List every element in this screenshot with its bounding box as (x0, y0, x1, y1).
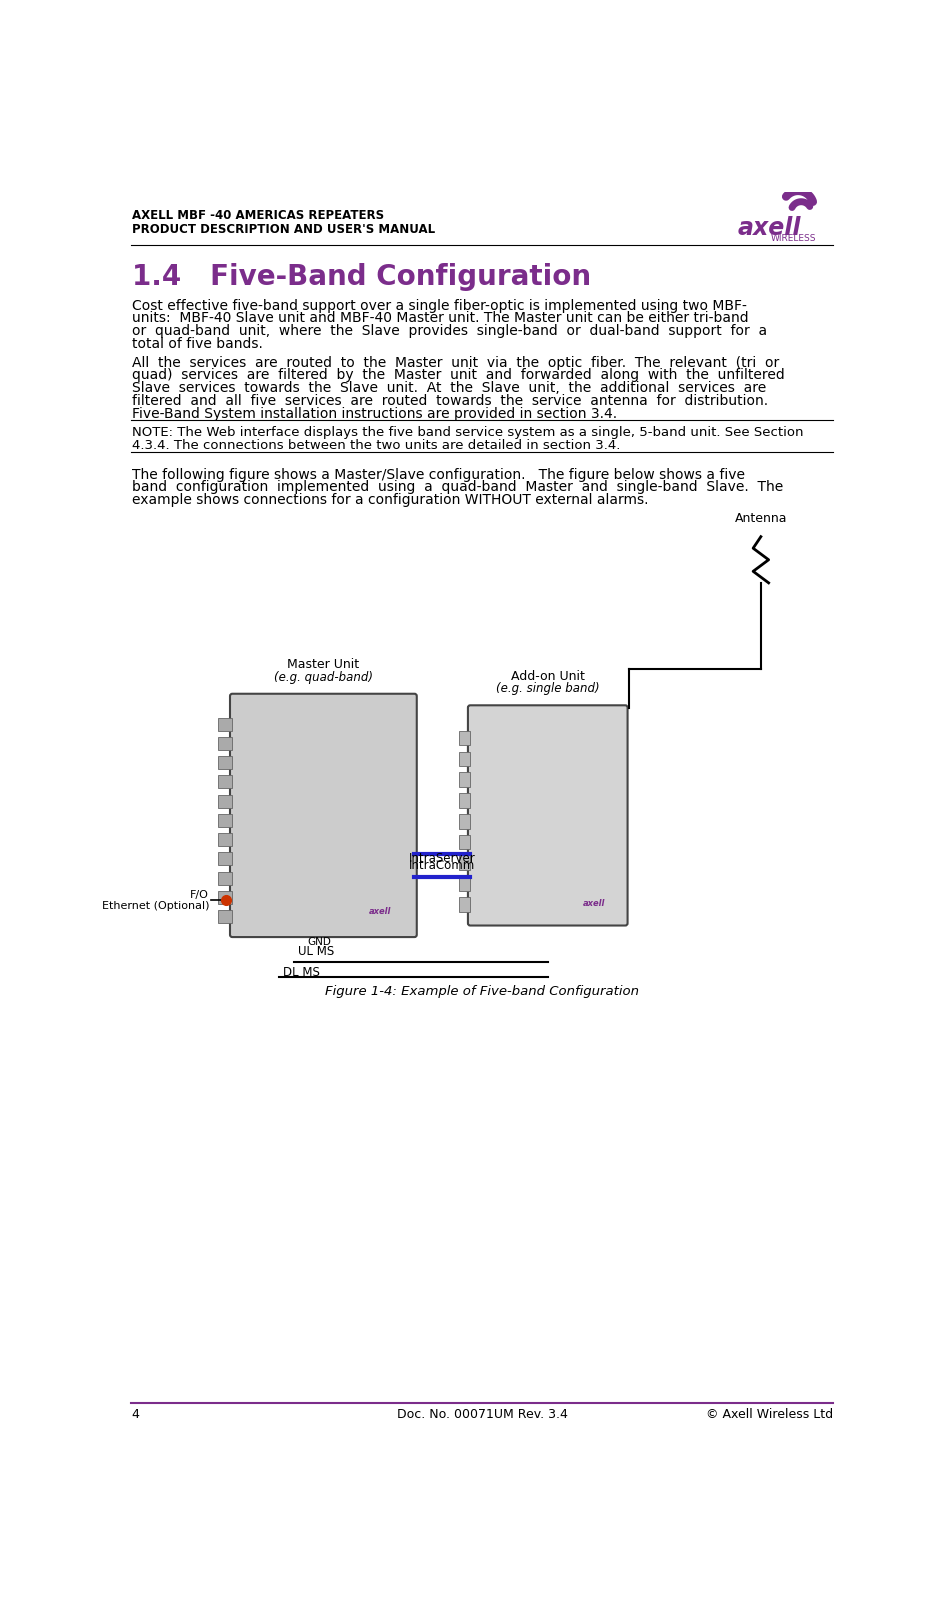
Text: axell: axell (738, 215, 801, 239)
Text: © Axell Wireless Ltd: © Axell Wireless Ltd (706, 1408, 833, 1421)
Text: Cost effective five-band support over a single fiber-optic is implemented using : Cost effective five-band support over a … (132, 298, 746, 313)
Text: Master Unit: Master Unit (287, 658, 359, 672)
Bar (458, 792, 470, 808)
Text: units:  MBF-40 Slave unit and MBF-40 Master unit. The Master unit can be either : units: MBF-40 Slave unit and MBF-40 Mast… (132, 311, 748, 326)
Bar (458, 731, 470, 746)
Text: (e.g. single band): (e.g. single band) (496, 682, 599, 695)
Bar (458, 772, 470, 788)
Text: Antenna: Antenna (735, 512, 787, 525)
Text: All  the  services  are  routed  to  the  Master  unit  via  the  optic  fiber. : All the services are routed to the Maste… (132, 356, 779, 369)
Bar (218, 775, 232, 789)
Bar (458, 897, 470, 911)
Bar (218, 909, 232, 924)
Bar (218, 755, 232, 770)
Text: Ethernet (Optional): Ethernet (Optional) (102, 901, 209, 911)
Text: IntraServer: IntraServer (409, 852, 476, 865)
Text: Slave  services  towards  the  Slave  unit.  At  the  Slave  unit,  the  additio: Slave services towards the Slave unit. A… (132, 382, 766, 395)
Text: (e.g. quad-band): (e.g. quad-band) (274, 670, 373, 683)
Bar (218, 871, 232, 885)
Text: Figure 1-4: Example of Five-band Configuration: Figure 1-4: Example of Five-band Configu… (326, 985, 639, 998)
Text: Doc. No. 00071UM Rev. 3.4: Doc. No. 00071UM Rev. 3.4 (397, 1408, 567, 1421)
Text: AXELL MBF -40 AMERICAS REPEATERS: AXELL MBF -40 AMERICAS REPEATERS (132, 210, 384, 223)
FancyBboxPatch shape (468, 706, 628, 926)
Text: The following figure shows a Master/Slave configuration.   The figure below show: The following figure shows a Master/Slav… (132, 468, 744, 481)
Text: quad)  services  are  filtered  by  the  Master  unit  and  forwarded  along  wi: quad) services are filtered by the Maste… (132, 369, 785, 382)
Text: GND: GND (308, 937, 331, 946)
Text: UL MS: UL MS (298, 945, 334, 958)
Bar (218, 813, 232, 828)
Bar (458, 834, 470, 849)
Text: Add-on Unit: Add-on Unit (511, 670, 584, 683)
Text: F/O: F/O (190, 890, 209, 900)
Text: band  configuration  implemented  using  a  quad-band  Master  and  single-band : band configuration implemented using a q… (132, 481, 783, 494)
Text: IntraComm: IntraComm (409, 860, 475, 873)
Bar (218, 794, 232, 808)
Text: 4: 4 (132, 1408, 139, 1421)
Bar (458, 876, 470, 890)
Text: total of five bands.: total of five bands. (132, 337, 263, 351)
Text: Five-Band System installation instructions are provided in section 3.4.: Five-Band System installation instructio… (132, 406, 616, 420)
Text: 4.3.4. The connections between the two units are detailed in section 3.4.: 4.3.4. The connections between the two u… (132, 439, 620, 452)
Text: WIRELESS: WIRELESS (771, 234, 817, 244)
FancyBboxPatch shape (230, 695, 417, 937)
Text: axell: axell (368, 908, 391, 916)
Text: 1.4   Five-Band Configuration: 1.4 Five-Band Configuration (132, 263, 591, 292)
Bar (458, 752, 470, 767)
Text: filtered  and  all  five  services  are  routed  towards  the  service  antenna : filtered and all five services are route… (132, 395, 768, 407)
Text: NOTE: The Web interface displays the five band service system as a single, 5-ban: NOTE: The Web interface displays the fiv… (132, 427, 803, 439)
Bar (218, 717, 232, 731)
Bar (218, 736, 232, 751)
Bar (458, 855, 470, 869)
Bar (218, 890, 232, 905)
Bar (218, 832, 232, 847)
Text: PRODUCT DESCRIPTION AND USER'S MANUAL: PRODUCT DESCRIPTION AND USER'S MANUAL (132, 223, 435, 236)
Text: or  quad-band  unit,  where  the  Slave  provides  single-band  or  dual-band  s: or quad-band unit, where the Slave provi… (132, 324, 767, 338)
Text: axell: axell (583, 900, 605, 908)
Text: example shows connections for a configuration WITHOUT external alarms.: example shows connections for a configur… (132, 492, 648, 507)
Bar (458, 813, 470, 829)
Bar (218, 852, 232, 866)
Text: DL MS: DL MS (282, 966, 320, 978)
